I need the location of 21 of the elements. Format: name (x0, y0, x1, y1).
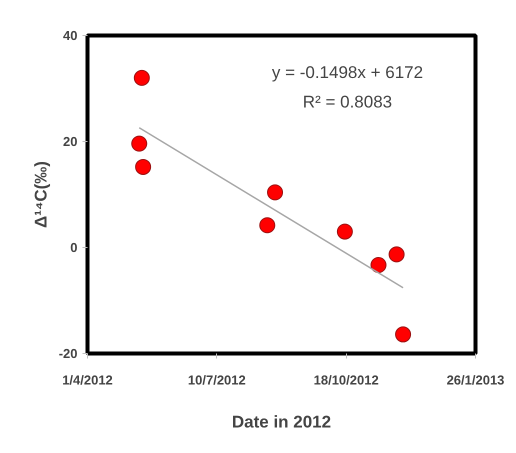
point (267, 184, 284, 200)
y-tick-label: 0 (70, 240, 78, 255)
point (259, 217, 276, 234)
x-tick-label: 1/4/2012 (62, 372, 113, 388)
annotation: R² = 0.8083 (302, 92, 392, 112)
y-tick-label: -20 (58, 346, 78, 361)
point (370, 257, 386, 273)
x-tick-label: 18/10/2012 (314, 372, 379, 388)
x-tick-label: 26/1/2013 (446, 372, 504, 388)
y-axis-title: Δ¹⁴C(‰) (32, 161, 51, 228)
point (135, 158, 152, 175)
x-axis-title: Date in 2012 (232, 412, 332, 432)
point (336, 224, 353, 240)
point (131, 136, 148, 152)
y-tick-label: 20 (63, 134, 78, 149)
point (388, 246, 405, 262)
y-tick-label: 40 (63, 28, 78, 43)
point (395, 326, 412, 342)
x-tick-label: 10/7/2012 (188, 372, 246, 388)
annotation: y = -0.1498x + 6172 (272, 63, 424, 82)
point (134, 70, 150, 86)
